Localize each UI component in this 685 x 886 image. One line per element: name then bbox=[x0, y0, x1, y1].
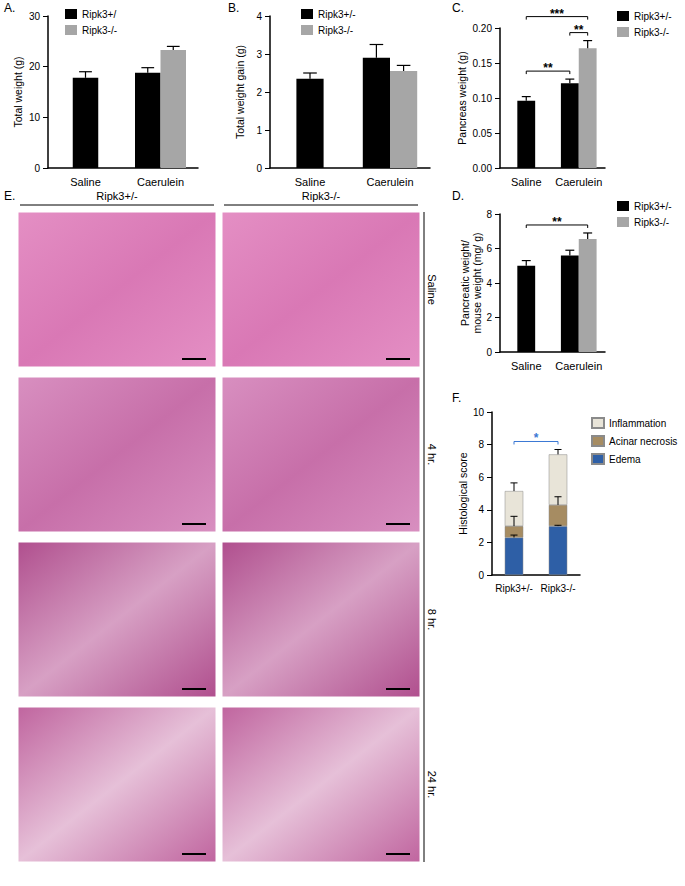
svg-text:2: 2 bbox=[486, 312, 492, 323]
svg-text:Ripk3+/-: Ripk3+/- bbox=[634, 11, 672, 22]
svg-text:Pancreatic weight/: Pancreatic weight/ bbox=[459, 240, 471, 326]
svg-text:***: *** bbox=[550, 7, 564, 21]
svg-text:C.: C. bbox=[452, 1, 464, 15]
svg-text:Ripk3-/-: Ripk3-/- bbox=[318, 25, 353, 36]
svg-text:F.: F. bbox=[452, 391, 461, 405]
svg-text:0.20: 0.20 bbox=[473, 23, 493, 34]
svg-text:Ripk3+/-: Ripk3+/- bbox=[318, 9, 356, 20]
svg-text:4 hr.: 4 hr. bbox=[426, 444, 438, 465]
svg-text:4: 4 bbox=[486, 278, 492, 289]
svg-text:**: ** bbox=[574, 23, 584, 37]
svg-text:10: 10 bbox=[29, 112, 41, 123]
svg-text:Acinar necrosis: Acinar necrosis bbox=[609, 436, 677, 447]
svg-text:8: 8 bbox=[478, 439, 484, 450]
svg-text:2: 2 bbox=[478, 537, 484, 548]
svg-text:D.: D. bbox=[452, 189, 464, 203]
svg-text:Caerulein: Caerulein bbox=[555, 176, 602, 188]
svg-text:Total weight gain (g): Total weight gain (g) bbox=[234, 45, 246, 139]
svg-text:Saline: Saline bbox=[295, 176, 326, 188]
svg-text:Saline: Saline bbox=[70, 176, 101, 188]
svg-text:Ripk3-/-: Ripk3-/- bbox=[540, 583, 575, 594]
svg-text:Ripk3+/-: Ripk3+/- bbox=[495, 583, 533, 594]
svg-text:4: 4 bbox=[478, 504, 484, 515]
svg-text:Caerulein: Caerulein bbox=[555, 360, 602, 372]
svg-text:1: 1 bbox=[256, 125, 262, 136]
svg-text:Ripk3-/-: Ripk3-/- bbox=[634, 217, 669, 228]
svg-text:Saline: Saline bbox=[511, 176, 542, 188]
svg-text:3: 3 bbox=[256, 49, 262, 60]
svg-text:0: 0 bbox=[34, 163, 40, 174]
svg-text:0.10: 0.10 bbox=[473, 93, 493, 104]
svg-text:Ripk3-/-: Ripk3-/- bbox=[82, 25, 117, 36]
svg-text:8: 8 bbox=[486, 209, 492, 220]
svg-text:6: 6 bbox=[486, 243, 492, 254]
svg-text:**: ** bbox=[543, 61, 553, 75]
svg-text:Ripk3+/-: Ripk3+/- bbox=[634, 201, 672, 212]
svg-text:Saline: Saline bbox=[511, 360, 542, 372]
svg-text:Ripk3+/-: Ripk3+/- bbox=[96, 190, 138, 202]
svg-text:8 hr.: 8 hr. bbox=[426, 609, 438, 630]
svg-text:Saline: Saline bbox=[426, 274, 438, 305]
svg-text:6: 6 bbox=[478, 472, 484, 483]
svg-text:30: 30 bbox=[29, 11, 41, 22]
svg-text:Inflammation: Inflammation bbox=[609, 418, 666, 429]
svg-text:mouse weight (mg/ g): mouse weight (mg/ g) bbox=[471, 233, 483, 334]
svg-text:10: 10 bbox=[473, 407, 485, 418]
svg-text:2: 2 bbox=[256, 87, 262, 98]
svg-text:0: 0 bbox=[478, 570, 484, 581]
svg-text:Ripk3-/-: Ripk3-/- bbox=[634, 27, 669, 38]
svg-text:4: 4 bbox=[256, 11, 262, 22]
svg-text:*: * bbox=[534, 431, 539, 445]
svg-text:Ripk3+/: Ripk3+/ bbox=[82, 9, 116, 20]
svg-text:20: 20 bbox=[29, 61, 41, 72]
svg-text:A.: A. bbox=[4, 1, 15, 15]
svg-text:0.15: 0.15 bbox=[473, 58, 493, 69]
svg-text:Caerulein: Caerulein bbox=[366, 176, 413, 188]
svg-text:Ripk3-/-: Ripk3-/- bbox=[302, 190, 341, 202]
svg-text:Histological score: Histological score bbox=[457, 452, 469, 534]
svg-text:Total weight (g): Total weight (g) bbox=[12, 56, 24, 127]
svg-text:**: ** bbox=[552, 215, 562, 229]
svg-text:Pancreas weight (g): Pancreas weight (g) bbox=[456, 51, 468, 144]
svg-text:24 hr.: 24 hr. bbox=[426, 771, 438, 799]
svg-text:B.: B. bbox=[228, 1, 239, 15]
svg-text:0.00: 0.00 bbox=[473, 163, 493, 174]
svg-text:0: 0 bbox=[256, 163, 262, 174]
svg-text:0.05: 0.05 bbox=[473, 128, 493, 139]
svg-text:Edema: Edema bbox=[609, 454, 641, 465]
svg-text:0: 0 bbox=[486, 347, 492, 358]
svg-text:E.: E. bbox=[4, 189, 15, 203]
svg-text:Caerulein: Caerulein bbox=[137, 176, 184, 188]
